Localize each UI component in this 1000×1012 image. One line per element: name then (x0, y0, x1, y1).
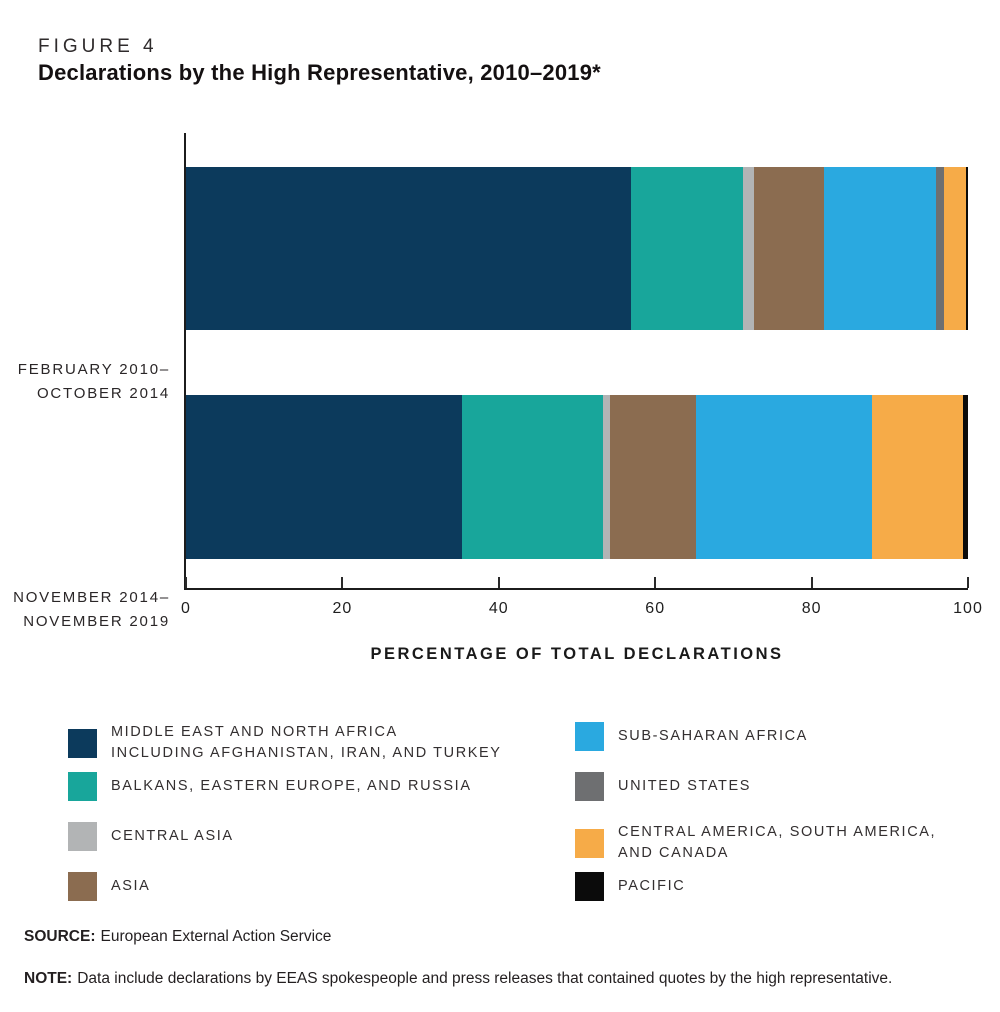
legend-item-balkans-eastern-europe-and-russia: BALKANS, EASTERN EUROPE, AND RUSSIA (68, 772, 472, 801)
legend-label-line: SUB-SAHARAN AFRICA (618, 728, 808, 744)
bar-row (186, 167, 968, 330)
bar-segment-sub-saharan-africa (824, 167, 936, 330)
note-label: NOTE: (24, 970, 73, 987)
bar-segment-asia (609, 395, 696, 559)
bar-segment-central-america-south-america-and-canada (871, 395, 964, 559)
source-line: SOURCE: European External Action Service (24, 928, 331, 946)
note-line: NOTE: Data include declarations by EEAS s… (24, 970, 892, 988)
legend-label: ASIA (111, 876, 150, 897)
axis-tick-label: 60 (645, 600, 666, 617)
bar-segment-pacific (965, 167, 968, 330)
bar-segment-central-asia (602, 395, 610, 559)
legend-swatch-middle-east-and-north-africa-including-afghanistan-iran-and-turkey (68, 728, 97, 758)
category-label-line: NOVEMBER 2014– (13, 589, 170, 606)
legend-item-asia: ASIA (68, 872, 150, 901)
figure-label: FIGURE 4 (38, 36, 158, 57)
legend-label: CENTRAL ASIA (111, 826, 234, 847)
axis-tick-label: 40 (488, 600, 509, 617)
legend-label: MIDDLE EAST AND NORTH AFRICA INCLUDING AF… (111, 722, 502, 764)
axis-tick (497, 577, 500, 588)
x-axis-line (184, 588, 968, 590)
bar-segment-central-america-south-america-and-canada (943, 167, 966, 330)
axis-tick-label: 0 (181, 600, 191, 617)
legend-swatch-central-asia (68, 822, 97, 851)
legend-label-line: PACIFIC (618, 878, 686, 894)
axis-tick (654, 577, 657, 588)
source-text: European External Action Service (100, 928, 332, 945)
bar-segment-middle-east-and-north-africa-including-afghanistan-iran-and-turkey (186, 395, 463, 559)
bar-segment-central-asia (742, 167, 755, 330)
legend-label: CENTRAL AMERICA, SOUTH AMERICA, AND CANAD… (618, 822, 936, 864)
bar-row (186, 395, 968, 559)
category-label-line: NOVEMBER 2019 (23, 613, 170, 630)
legend-label-line: CENTRAL ASIA (111, 828, 234, 844)
legend-label: UNITED STATES (618, 776, 751, 797)
x-axis-title: PERCENTAGE OF TOTAL DECLARATIONS (370, 645, 784, 663)
bar-segment-pacific (963, 395, 968, 559)
legend-item-sub-saharan-africa: SUB-SAHARAN AFRICA (575, 722, 808, 751)
legend-swatch-balkans-eastern-europe-and-russia (68, 772, 97, 801)
figure-title: Declarations by the High Representative,… (38, 60, 601, 85)
axis-tick (341, 577, 344, 588)
legend-label-line: BALKANS, EASTERN EUROPE, AND RUSSIA (111, 778, 472, 794)
legend-label-line: INCLUDING AFGHANISTAN, IRAN, AND TURKEY (111, 745, 502, 761)
y-axis-line (184, 133, 186, 588)
axis-tick (185, 577, 187, 588)
source-label: SOURCE: (24, 928, 96, 945)
legend-item-united-states: UNITED STATES (575, 772, 751, 801)
legend-label: SUB-SAHARAN AFRICA (618, 726, 808, 747)
note-text: Data include declarations by EEAS spokes… (77, 970, 893, 987)
category-label-line: OCTOBER 2014 (36, 385, 170, 402)
bar-segment-united-states (935, 167, 944, 330)
legend-item-central-america-south-america-and-canada: CENTRAL AMERICA, SOUTH AMERICA, AND CANAD… (575, 822, 936, 864)
legend-label-line: MIDDLE EAST AND NORTH AFRICA (111, 724, 398, 740)
bar-segment-balkans-eastern-europe-and-russia (462, 395, 603, 559)
legend-label: PACIFIC (618, 876, 685, 897)
bar-segment-sub-saharan-africa (695, 395, 872, 559)
legend-label-line: UNITED STATES (618, 778, 752, 794)
legend-label-line: ASIA (111, 878, 151, 894)
category-label: NOVEMBER 2014– NOVEMBER 2019 (0, 586, 170, 634)
axis-tick-label: 100 (953, 600, 983, 617)
legend-label-line: AND CANADA (618, 845, 730, 861)
bar-segment-middle-east-and-north-africa-including-afghanistan-iran-and-turkey (186, 167, 631, 330)
legend-swatch-united-states (575, 772, 604, 801)
legend-item-pacific: PACIFIC (575, 872, 685, 901)
bar-segment-balkans-eastern-europe-and-russia (630, 167, 743, 330)
legend-item-central-asia: CENTRAL ASIA (68, 822, 234, 851)
category-label: FEBRUARY 2010– OCTOBER 2014 (0, 358, 170, 406)
stacked-bar-plot: FEBRUARY 2010– OCTOBER 2014 NOVEMBER 2014–… (13, 133, 982, 630)
bar-segment-asia (754, 167, 825, 330)
legend-swatch-central-america-south-america-and-canada (575, 828, 604, 858)
category-label-line: FEBRUARY 2010– (17, 361, 170, 378)
axis-tick-label: 20 (332, 600, 353, 617)
legend-swatch-asia (68, 872, 97, 901)
legend-label-line: CENTRAL AMERICA, SOUTH AMERICA, (618, 824, 937, 840)
legend-swatch-sub-saharan-africa (575, 722, 604, 751)
legend-label: BALKANS, EASTERN EUROPE, AND RUSSIA (111, 776, 472, 797)
legend-item-middle-east-and-north-africa-including-afghanistan-iran-and-turkey: MIDDLE EAST AND NORTH AFRICA INCLUDING AF… (68, 722, 502, 764)
legend-swatch-pacific (575, 872, 604, 901)
axis-tick-label: 80 (801, 600, 822, 617)
axis-tick (967, 577, 969, 588)
axis-tick (810, 577, 813, 588)
